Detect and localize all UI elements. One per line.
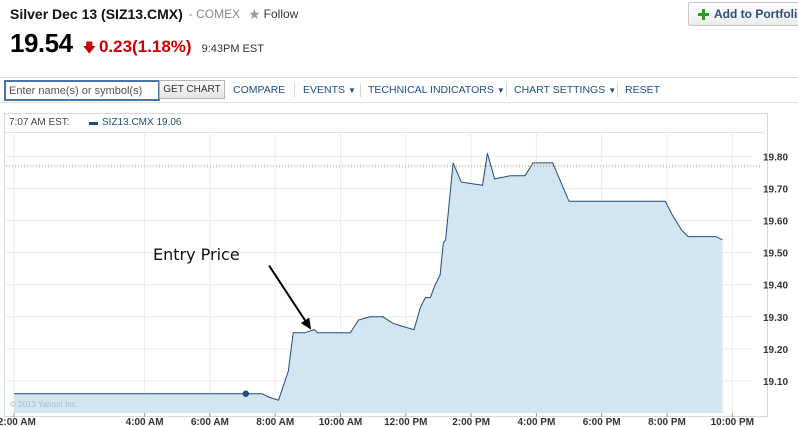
y-tick-label: 19.20 bbox=[763, 345, 788, 356]
legend-swatch bbox=[89, 122, 98, 125]
quote-time: 9:43PM EST bbox=[201, 43, 264, 55]
annotation-arrow-head bbox=[300, 317, 312, 330]
x-tick-label: 10:00 AM bbox=[319, 417, 363, 427]
exchange-label: - COMEX bbox=[188, 7, 241, 21]
price-area bbox=[14, 153, 723, 413]
hover-marker bbox=[242, 390, 250, 397]
x-tick-label: 4:00 AM bbox=[126, 417, 164, 427]
toolbar-divider bbox=[506, 83, 507, 97]
y-tick-label: 19.40 bbox=[763, 281, 788, 292]
symbol-search-input[interactable] bbox=[4, 80, 160, 101]
x-tick-label: 4:00 PM bbox=[517, 417, 555, 427]
legend-time: 7:07 AM EST: bbox=[9, 117, 70, 128]
x-tick-label: 8:00 AM bbox=[256, 417, 294, 427]
x-tick-label: 10:00 PM bbox=[711, 417, 754, 427]
add-to-portfolio-button[interactable]: Add to Portfolio bbox=[688, 2, 798, 26]
down-arrow-icon: 🡇 bbox=[82, 40, 96, 55]
price-change: 0.23(1.18%) bbox=[98, 37, 192, 56]
legend-symbol-value: SIZ13.CMX 19.06 bbox=[102, 117, 182, 128]
chart-legend: 7:07 AM EST: SIZ13.CMX 19.06 bbox=[5, 114, 765, 133]
chart-toolbar: GET CHART COMPARE EVENTS▼ TECHNICAL INDI… bbox=[0, 77, 798, 103]
y-tick-label: 19.10 bbox=[763, 377, 788, 388]
last-price: 19.54 bbox=[10, 28, 73, 58]
technical-indicators-menu[interactable]: TECHNICAL INDICATORS ▼ bbox=[368, 84, 505, 96]
chart-settings-menu[interactable]: CHART SETTINGS ▼ bbox=[514, 84, 616, 96]
events-label: EVENTS bbox=[303, 84, 346, 96]
toolbar-divider bbox=[617, 83, 618, 97]
x-tick-label: 2:00 PM bbox=[452, 417, 490, 427]
quote-row: 19.54 🡇 0.23(1.18%) 9:43PM EST bbox=[10, 28, 264, 58]
y-tick-label: 19.80 bbox=[763, 152, 788, 163]
events-menu[interactable]: EVENTS ▼ bbox=[303, 84, 356, 96]
x-tick-label: 6:00 AM bbox=[191, 417, 229, 427]
x-tick-label: 8:00 PM bbox=[648, 417, 686, 427]
toolbar-divider bbox=[360, 83, 361, 97]
follow-label: Follow bbox=[263, 7, 299, 21]
title-row: Silver Dec 13 (SIZ13.CMX) - COMEX ★ Foll… bbox=[10, 5, 298, 23]
y-tick-label: 19.60 bbox=[763, 217, 788, 228]
x-tick-label: 12:00 AM bbox=[0, 417, 36, 427]
x-tick-label: 12:00 PM bbox=[384, 417, 427, 427]
star-icon: ★ bbox=[248, 6, 261, 22]
y-tick-label: 19.70 bbox=[763, 185, 788, 196]
compare-button[interactable]: COMPARE bbox=[233, 84, 286, 96]
technical-indicators-label: TECHNICAL INDICATORS bbox=[368, 84, 494, 96]
instrument-title: Silver Dec 13 (SIZ13.CMX) bbox=[10, 6, 183, 22]
y-tick-label: 19.30 bbox=[763, 313, 788, 324]
watermark: © 2013 Yahoo! Inc. bbox=[10, 400, 78, 409]
plus-icon bbox=[698, 8, 709, 20]
get-chart-button[interactable]: GET CHART bbox=[159, 80, 225, 99]
toolbar-divider bbox=[294, 83, 295, 97]
follow-button[interactable]: ★ Follow bbox=[248, 7, 298, 21]
annotation-arrow-line bbox=[268, 265, 308, 323]
caret-down-icon: ▼ bbox=[496, 86, 505, 95]
add-to-portfolio-label: Add to Portfolio bbox=[714, 7, 798, 21]
x-tick-label: 6:00 PM bbox=[583, 417, 621, 427]
entry-price-annotation: Entry Price bbox=[153, 245, 240, 264]
chart-settings-label: CHART SETTINGS bbox=[514, 84, 606, 96]
reset-button[interactable]: RESET bbox=[625, 84, 661, 96]
y-tick-label: 19.50 bbox=[763, 249, 788, 260]
caret-down-icon: ▼ bbox=[348, 86, 356, 95]
caret-down-icon: ▼ bbox=[608, 86, 617, 95]
